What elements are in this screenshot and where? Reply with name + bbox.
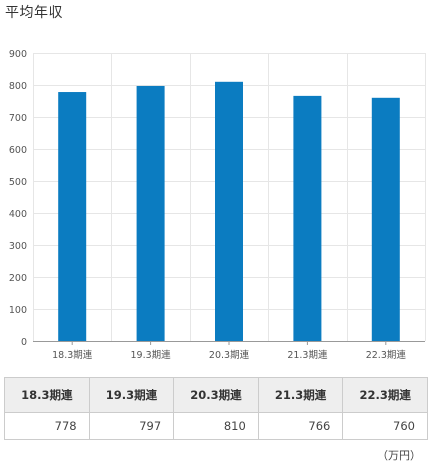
table-row: 778 797 810 766 760 — [4, 412, 428, 440]
chart-title: 平均年収 — [5, 5, 63, 21]
table-header-row: 18.3期連 19.3期連 20.3期連 21.3期連 22.3期連 — [4, 377, 428, 413]
y-tick-label: 700 — [9, 113, 27, 124]
table-cell: 766 — [257, 412, 344, 440]
bar — [58, 92, 87, 341]
y-tick-label: 600 — [9, 145, 27, 156]
y-tick-label: 900 — [9, 49, 27, 60]
table-header-cell: 19.3期連 — [88, 377, 175, 413]
x-tick-label: 18.3期連 — [52, 349, 93, 361]
y-tick-label: 400 — [9, 209, 27, 220]
bar — [215, 81, 243, 342]
table-cell: 810 — [173, 412, 259, 440]
bar-chart: 0 100 200 300 400 500 600 700 800 900 18.3期連 19.3期連… — [9, 49, 426, 361]
bar — [136, 85, 165, 342]
x-tick-label: 22.3期連 — [366, 349, 407, 361]
table-cell: 797 — [88, 412, 175, 440]
table-header-cell: 22.3期連 — [342, 377, 428, 413]
y-tick-label: 100 — [9, 305, 27, 316]
table-cell: 778 — [4, 412, 90, 440]
bar — [293, 95, 322, 341]
bar — [371, 97, 400, 341]
data-table: 18.3期連 19.3期連 20.3期連 21.3期連 22.3期連 778 7… — [4, 377, 428, 440]
table-header-cell: 20.3期連 — [173, 377, 259, 413]
y-tick-label: 200 — [9, 273, 27, 284]
x-tick-label: 21.3期連 — [287, 349, 328, 361]
x-tick-label: 19.3期連 — [131, 349, 172, 361]
y-tick-label: 500 — [9, 177, 27, 188]
table-header-cell: 21.3期連 — [257, 377, 344, 413]
y-tick-label: 300 — [9, 241, 27, 252]
table-cell: 760 — [342, 412, 428, 440]
table-header-cell: 18.3期連 — [4, 377, 90, 413]
unit-label: （万円） — [377, 449, 421, 462]
y-tick-label: 800 — [9, 81, 27, 92]
y-tick-label: 0 — [21, 337, 27, 348]
x-tick-label: 20.3期連 — [209, 349, 250, 361]
